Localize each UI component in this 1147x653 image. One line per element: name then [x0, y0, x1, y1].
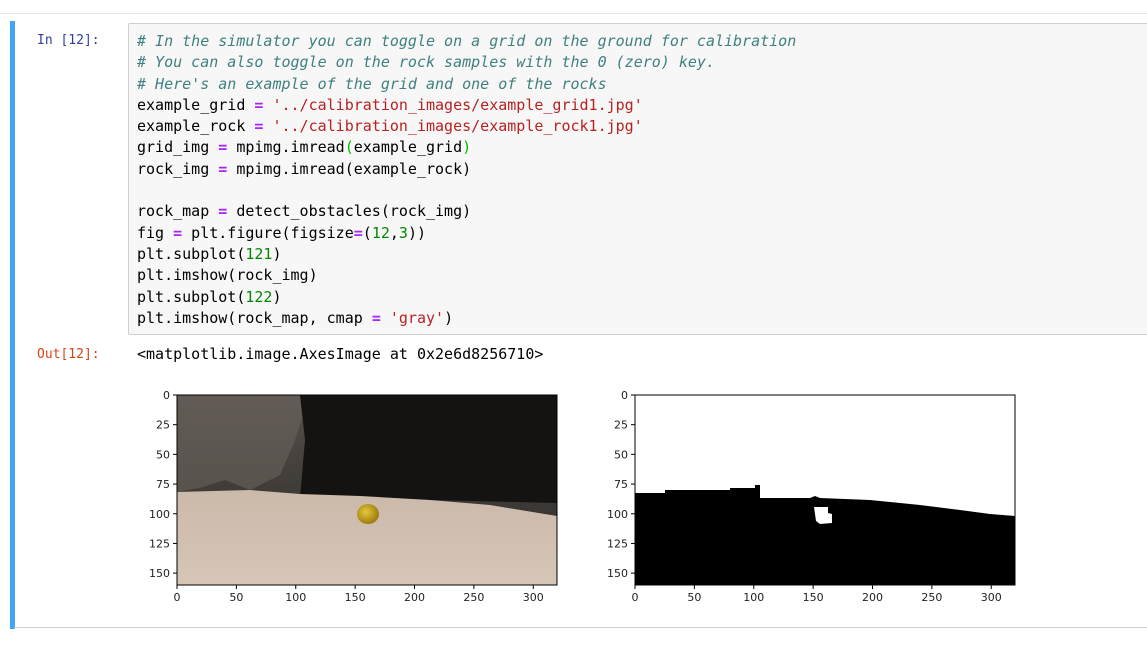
map-rock-blob [814, 507, 832, 524]
x-tick-label: 50 [687, 591, 701, 604]
map-obstacle-region [635, 485, 1015, 585]
output-text: <matplotlib.image.AxesImage at 0x2e6d825… [137, 345, 544, 363]
x-tick-label: 150 [803, 591, 824, 604]
axes-frame-right [634, 394, 1016, 586]
y-tick-label: 150 [607, 567, 628, 580]
x-tick-label: 250 [921, 591, 942, 604]
x-tick-label: 200 [862, 591, 883, 604]
image-left-cliff [177, 395, 310, 492]
code-input-area[interactable]: # In the simulator you can toggle on a g… [128, 23, 1147, 335]
code-line: plt.subplot(121) [137, 244, 282, 263]
x-tick-label: 50 [229, 591, 243, 604]
x-tick-label: 0 [632, 591, 639, 604]
code-line: rock_img = mpimg.imread(example_rock) [137, 159, 472, 178]
y-tick-label: 0 [163, 389, 170, 402]
code-line: grid_img = mpimg.imread(example_grid) [137, 138, 472, 157]
code-line: example_rock = '../calibration_images/ex… [137, 117, 643, 136]
code-line: fig = plt.figure(figsize=(12,3)) [137, 223, 426, 242]
input-prompt: In [12]: [37, 33, 100, 48]
code-line: rock_map = detect_obstacles(rock_img) [137, 202, 472, 221]
y-tick-label: 125 [149, 537, 170, 550]
code-line: # You can also toggle on the rock sample… [137, 53, 715, 72]
output-prompt: Out[12]: [37, 347, 100, 362]
x-tick-label: 0 [174, 591, 181, 604]
y-tick-label: 0 [621, 389, 628, 402]
code-line: plt.subplot(122) [137, 287, 282, 306]
image-ground [177, 490, 557, 585]
image-gold-rock [357, 504, 379, 524]
y-tick-label: 150 [149, 567, 170, 580]
image-dark-rock [300, 395, 557, 503]
y-tick-label: 50 [156, 448, 170, 461]
y-tick-label: 100 [149, 508, 170, 521]
code-line: plt.imshow(rock_img) [137, 266, 318, 285]
y-tick-label: 75 [156, 478, 170, 491]
y-tick-label: 25 [614, 419, 628, 432]
x-tick-label: 300 [981, 591, 1002, 604]
code-line: # Here's an example of the grid and one … [137, 74, 607, 93]
x-tick-label: 300 [523, 591, 544, 604]
axes-frame-left [176, 394, 558, 586]
x-tick-label: 100 [743, 591, 764, 604]
code-line: # In the simulator you can toggle on a g… [137, 32, 797, 50]
x-tick-label: 150 [345, 591, 366, 604]
code-line: example_grid = '../calibration_images/ex… [137, 95, 643, 114]
code-line: plt.imshow(rock_map, cmap = 'gray') [137, 308, 454, 327]
rock-map-plot: 0 50 100 150 200 250 300 0 25 50 75 100 125 150 [607, 389, 1016, 604]
output-figure: 0 50 100 150 200 250 300 0 25 50 75 100 125 150 0 50 10… [130, 380, 1030, 612]
code-line [137, 180, 796, 201]
x-tick-label: 100 [285, 591, 306, 604]
y-tick-label: 25 [156, 419, 170, 432]
code-editor[interactable]: # In the simulator you can toggle on a g… [137, 31, 796, 329]
y-tick-label: 75 [614, 478, 628, 491]
y-tick-label: 50 [614, 448, 628, 461]
left-axes-ticks: 0 50 100 150 200 250 300 0 25 50 75 100 125 150 [149, 389, 544, 604]
y-tick-label: 125 [607, 537, 628, 550]
rock-image-plot: 0 50 100 150 200 250 300 0 25 50 75 100 125 150 [149, 389, 558, 604]
y-tick-label: 100 [607, 508, 628, 521]
right-axes-ticks: 0 50 100 150 200 250 300 0 25 50 75 100 125 150 [607, 389, 1002, 604]
x-tick-label: 200 [404, 591, 425, 604]
selected-cell-indicator[interactable] [10, 21, 15, 629]
bottom-divider [14, 627, 1147, 628]
top-divider [0, 13, 1147, 14]
x-tick-label: 250 [463, 591, 484, 604]
